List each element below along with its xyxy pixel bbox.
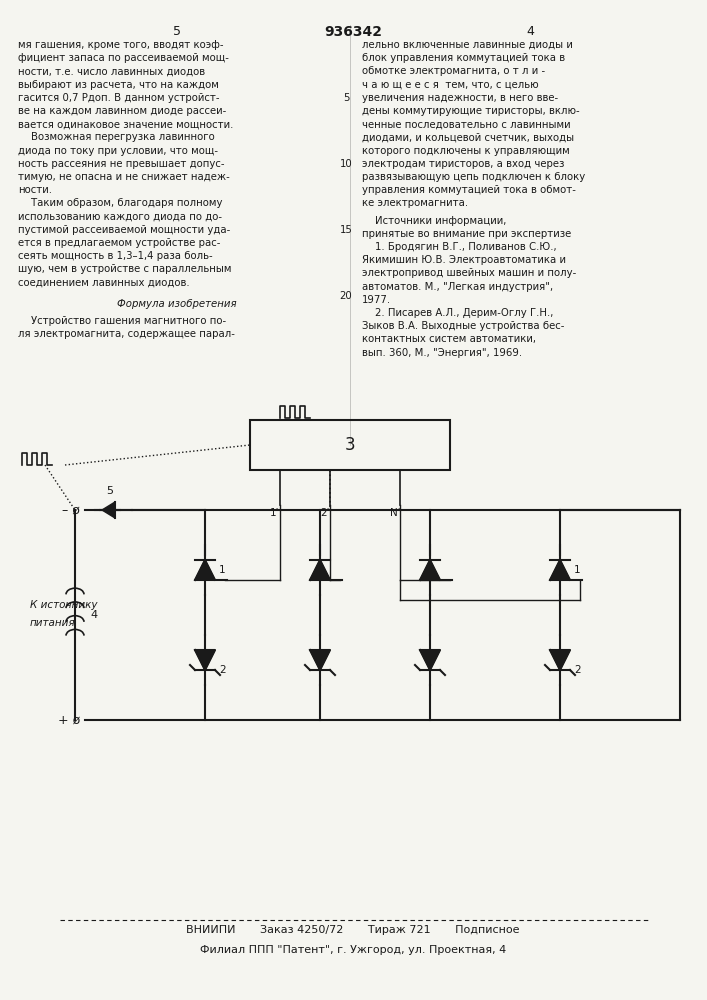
Text: 2: 2	[219, 665, 226, 675]
Polygon shape	[420, 560, 440, 580]
Text: 1. Бродягин В.Г., Поливанов С.Ю.,: 1. Бродягин В.Г., Поливанов С.Ю.,	[362, 242, 556, 252]
Text: 5: 5	[173, 25, 181, 38]
Text: Якимишин Ю.В. Электроавтоматика и: Якимишин Ю.В. Электроавтоматика и	[362, 255, 566, 265]
Text: контактных систем автоматики,: контактных систем автоматики,	[362, 334, 536, 344]
Text: обмотке электромагнита, о т л и -: обмотке электромагнита, о т л и -	[362, 66, 545, 76]
Polygon shape	[195, 650, 215, 670]
Text: + ø: + ø	[58, 714, 80, 726]
Text: фициент запаса по рассеиваемой мощ-: фициент запаса по рассеиваемой мощ-	[18, 53, 229, 63]
Bar	[250, 420, 450, 470]
Text: диодами, и кольцевой счетчик, выходы: диодами, и кольцевой счетчик, выходы	[362, 132, 574, 142]
Text: ности, т.е. число лавинных диодов: ности, т.е. число лавинных диодов	[18, 66, 205, 76]
Text: вается одинаковое значение мощности.: вается одинаковое значение мощности.	[18, 119, 233, 129]
Text: Устройство гашения магнитного по-: Устройство гашения магнитного по-	[18, 316, 226, 326]
Text: 15: 15	[339, 225, 352, 235]
Text: 5: 5	[343, 93, 349, 103]
Text: 10: 10	[339, 159, 352, 169]
Text: электродам тиристоров, а вход через: электродам тиристоров, а вход через	[362, 159, 564, 169]
Text: 1: 1	[574, 565, 580, 575]
Text: Источники информации,: Источники информации,	[362, 216, 506, 226]
Text: ке электромагнита.: ке электромагнита.	[362, 198, 468, 208]
Text: использованию каждого диода по до-: использованию каждого диода по до-	[18, 212, 222, 222]
Text: Филиал ППП "Патент", г. Ужгород, ул. Проектная, 4: Филиал ППП "Патент", г. Ужгород, ул. Про…	[200, 945, 506, 955]
Text: принятые во внимание при экспертизе: принятые во внимание при экспертизе	[362, 229, 571, 239]
Text: блок управления коммутацией тока в: блок управления коммутацией тока в	[362, 53, 565, 63]
Text: ВНИИПИ       Заказ 4250/72       Тираж 721       Подписное: ВНИИПИ Заказ 4250/72 Тираж 721 Подписное	[186, 925, 520, 935]
Text: 1': 1'	[270, 508, 280, 518]
Text: ля электромагнита, содержащее парал-: ля электромагнита, содержащее парал-	[18, 329, 235, 339]
Text: вып. 360, М., "Энергия", 1969.: вып. 360, М., "Энергия", 1969.	[362, 348, 522, 358]
Text: 5: 5	[107, 486, 114, 496]
Text: электропривод швейных машин и полу-: электропривод швейных машин и полу-	[362, 268, 576, 278]
Text: К источнику: К источнику	[30, 600, 98, 610]
Polygon shape	[310, 650, 330, 670]
Text: управления коммутацией тока в обмот-: управления коммутацией тока в обмот-	[362, 185, 576, 195]
Text: автоматов. М., "Легкая индустрия",: автоматов. М., "Легкая индустрия",	[362, 282, 553, 292]
Polygon shape	[550, 560, 570, 580]
Polygon shape	[102, 502, 115, 518]
Text: Формула изобретения: Формула изобретения	[117, 299, 237, 309]
Text: ве на каждом лавинном диоде рассеи-: ве на каждом лавинном диоде рассеи-	[18, 106, 226, 116]
Text: 3: 3	[345, 436, 356, 454]
Text: 1: 1	[219, 565, 226, 575]
Text: Возможная перегрузка лавинного: Возможная перегрузка лавинного	[18, 132, 215, 142]
Polygon shape	[550, 650, 570, 670]
Text: которого подключены к управляющим: которого подключены к управляющим	[362, 146, 570, 156]
Text: диода по току при условии, что мощ-: диода по току при условии, что мощ-	[18, 146, 218, 156]
Polygon shape	[420, 650, 440, 670]
Text: увеличения надежности, в него вве-: увеличения надежности, в него вве-	[362, 93, 558, 103]
Text: 4: 4	[526, 25, 534, 38]
Text: N': N'	[390, 508, 400, 518]
Text: лельно включенные лавинные диоды и: лельно включенные лавинные диоды и	[362, 40, 573, 50]
Text: 936342: 936342	[324, 25, 382, 39]
Text: ность рассеяния не превышает допус-: ность рассеяния не превышает допус-	[18, 159, 225, 169]
Polygon shape	[195, 560, 215, 580]
Text: выбирают из расчета, что на каждом: выбирают из расчета, что на каждом	[18, 80, 219, 90]
Text: питания: питания	[30, 618, 76, 628]
Text: ности.: ности.	[18, 185, 52, 195]
Text: 1977.: 1977.	[362, 295, 391, 305]
Polygon shape	[310, 560, 330, 580]
Text: дены коммутирующие тиристоры, вклю-: дены коммутирующие тиристоры, вклю-	[362, 106, 580, 116]
Text: ч а ю щ е е с я  тем, что, с целью: ч а ю щ е е с я тем, что, с целью	[362, 80, 539, 90]
Text: шую, чем в устройстве с параллельным: шую, чем в устройстве с параллельным	[18, 264, 231, 274]
Text: 20: 20	[339, 291, 352, 301]
Text: Зыков В.А. Выходные устройства бес-: Зыков В.А. Выходные устройства бес-	[362, 321, 564, 331]
Text: развязывающую цепь подключен к блоку: развязывающую цепь подключен к блоку	[362, 172, 585, 182]
Text: пустимой рассеиваемой мощности уда-: пустимой рассеиваемой мощности уда-	[18, 225, 230, 235]
Text: ченные последовательно с лавинными: ченные последовательно с лавинными	[362, 119, 571, 129]
Text: – ø: – ø	[62, 504, 80, 516]
Text: сеять мощность в 1,3–1,4 раза боль-: сеять мощность в 1,3–1,4 раза боль-	[18, 251, 213, 261]
Text: Таким образом, благодаря полному: Таким образом, благодаря полному	[18, 198, 223, 208]
Text: ется в предлагаемом устройстве рас-: ется в предлагаемом устройстве рас-	[18, 238, 221, 248]
Text: 4: 4	[90, 610, 97, 620]
Text: 2: 2	[574, 665, 580, 675]
Text: тимую, не опасна и не снижает надеж-: тимую, не опасна и не снижает надеж-	[18, 172, 230, 182]
Text: мя гашения, кроме того, вводят коэф-: мя гашения, кроме того, вводят коэф-	[18, 40, 223, 50]
Text: гасится 0,7 Рдоп. В данном устройст-: гасится 0,7 Рдоп. В данном устройст-	[18, 93, 219, 103]
Text: 2': 2'	[320, 508, 329, 518]
Text: 2. Писарев А.Л., Дерим-Оглу Г.Н.,: 2. Писарев А.Л., Дерим-Оглу Г.Н.,	[362, 308, 554, 318]
Text: соединением лавинных диодов.: соединением лавинных диодов.	[18, 278, 189, 288]
